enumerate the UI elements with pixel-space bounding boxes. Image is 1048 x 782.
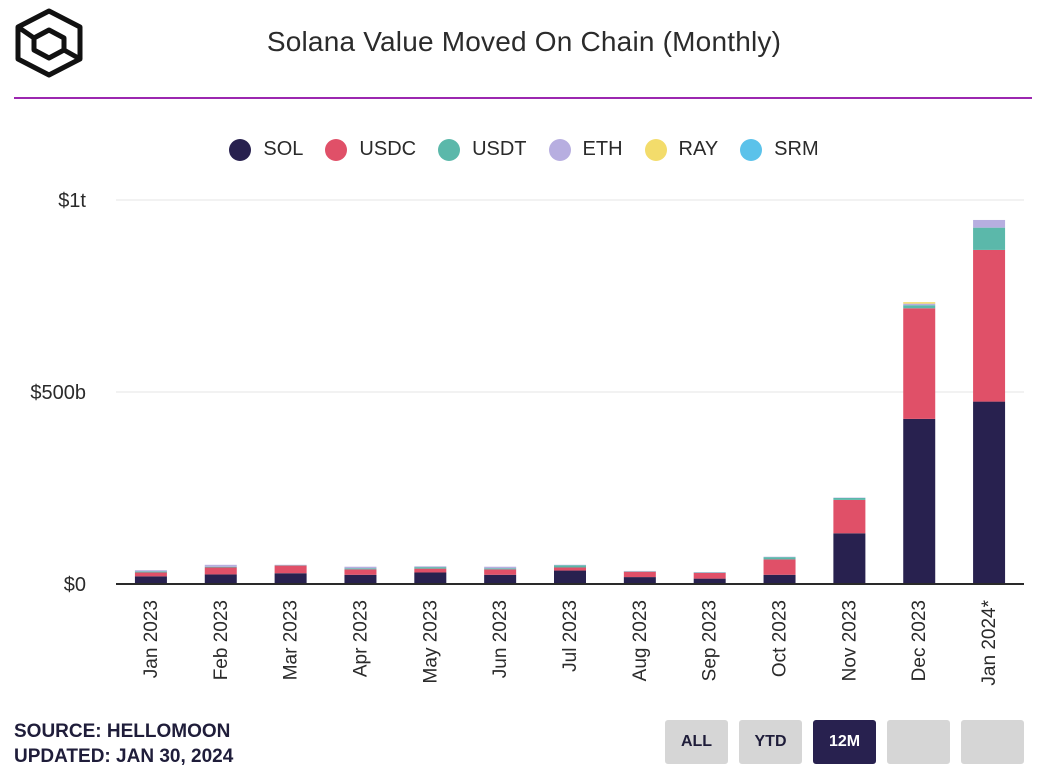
bar-usdc-4 (414, 568, 447, 573)
bar-usdc-10 (833, 499, 866, 534)
legend-swatch (438, 138, 461, 161)
bar-sol-4 (414, 572, 447, 584)
legend-item-usdt[interactable]: USDT (438, 138, 527, 161)
source-label: SOURCE: HELLOMOON (14, 721, 231, 742)
bar-sol-3 (344, 574, 377, 584)
bar-sol-10 (833, 533, 866, 584)
bar-usdt-1 (204, 566, 237, 568)
y-tick-label: $500b (30, 382, 86, 404)
logo (14, 8, 84, 78)
bar-sol-6 (554, 570, 586, 584)
bar-usdc-1 (204, 567, 237, 575)
bar-sol-2 (274, 573, 307, 584)
bar-eth-11 (903, 303, 936, 306)
page-title: Solana Value Moved On Chain (Monthly) (266, 26, 782, 57)
updated-label: UPDATED: JAN 30, 2024 (14, 746, 234, 767)
y-tick-label: $1t (58, 190, 86, 212)
bar-chart: $0 $500b $1t Jan 2023 Feb 2023 Mar 2023 Apr 20… (30, 190, 1024, 686)
legend-swatch (229, 138, 252, 161)
x-tick-label: Jun 2023 (490, 600, 511, 678)
legend-label: RAY (678, 138, 719, 160)
title-divider (14, 97, 1032, 99)
legend-swatch (325, 138, 348, 161)
range-button-blank-2[interactable] (961, 720, 1024, 764)
bar-usdc-5 (484, 569, 517, 575)
bar-usdc-12 (973, 249, 1006, 402)
x-tick-label: Jan 2023 (141, 600, 162, 678)
y-tick-label: $0 (64, 574, 86, 596)
range-button-all[interactable]: ALL (665, 720, 728, 764)
range-button-blank-1[interactable] (887, 720, 950, 764)
legend-label: USDC (359, 138, 417, 160)
bar-sol-7 (623, 577, 656, 584)
bar-ray-11 (903, 302, 936, 304)
x-tick-label: Jul 2023 (560, 600, 581, 672)
source-info: SOURCE: HELLOMOON UPDATED: JAN 30, 2024 (14, 719, 233, 769)
bar-usdc-11 (903, 308, 936, 419)
legend-label: USDT (472, 138, 527, 160)
x-tick-label: Jan 2024* (979, 599, 1000, 685)
x-tick-label: Mar 2023 (281, 600, 302, 680)
bar-usdc-7 (623, 571, 656, 578)
bar-eth-12 (973, 219, 1006, 228)
x-tick-label: Aug 2023 (630, 600, 651, 681)
chart-legend: SOL USDC USDT ETH RAY SRM (0, 138, 1048, 161)
bar-usdc-9 (763, 559, 796, 575)
bar-usdc-2 (274, 565, 307, 574)
bar-sol-5 (484, 574, 517, 584)
bar-usdt-6 (554, 565, 586, 568)
bar-sol-12 (973, 401, 1006, 584)
x-tick-label: Apr 2023 (350, 600, 371, 677)
x-tick-label: Oct 2023 (770, 600, 791, 677)
bar-usdt-4 (414, 567, 447, 569)
bar-usdt-9 (763, 557, 796, 560)
bar-usdc-8 (693, 572, 726, 579)
x-tick-label: Dec 2023 (909, 600, 930, 681)
legend-label: SOL (263, 138, 304, 160)
legend-swatch (740, 138, 763, 161)
range-button-12m[interactable]: 12M (813, 720, 876, 764)
cube-logo-icon (15, 8, 83, 78)
range-selector: ALL YTD 12M (665, 720, 1024, 764)
x-tick-label: Feb 2023 (211, 600, 232, 680)
bar-eth-0 (134, 570, 167, 572)
bar-usdt-0 (134, 571, 167, 573)
x-tick-label: May 2023 (420, 600, 441, 683)
bar-sol-8 (693, 578, 726, 584)
legend-item-ray[interactable]: RAY (644, 138, 719, 161)
bar-usdc-3 (344, 569, 377, 575)
bar-usdc-6 (554, 567, 586, 571)
legend-item-eth[interactable]: ETH (548, 138, 623, 161)
bar-sol-1 (204, 574, 237, 584)
legend-item-sol[interactable]: SOL (229, 138, 303, 161)
legend-label: SRM (774, 138, 819, 160)
bar-usdt-10 (833, 497, 866, 500)
bar-usdt-11 (903, 305, 936, 309)
bar-eth-4 (414, 566, 447, 568)
legend-swatch (548, 138, 571, 161)
bar-eth-5 (484, 566, 517, 569)
bar-usdt-12 (973, 227, 1006, 250)
x-tick-label: Nov 2023 (839, 600, 860, 681)
legend-item-usdc[interactable]: USDC (325, 138, 416, 161)
bar-eth-3 (344, 566, 377, 569)
bar-sol-11 (903, 418, 936, 584)
x-tick-label: Sep 2023 (700, 600, 721, 681)
bar-usdt-5 (484, 568, 517, 570)
legend-label: ETH (582, 138, 623, 160)
bar-eth-1 (204, 564, 237, 567)
bar-sol-9 (763, 574, 796, 584)
bar-usdc-0 (134, 572, 167, 577)
bar-sol-0 (134, 576, 167, 584)
bar-usdt-3 (344, 568, 377, 570)
legend-item-srm[interactable]: SRM (740, 138, 819, 161)
legend-swatch (644, 138, 667, 161)
range-button-ytd[interactable]: YTD (739, 720, 802, 764)
